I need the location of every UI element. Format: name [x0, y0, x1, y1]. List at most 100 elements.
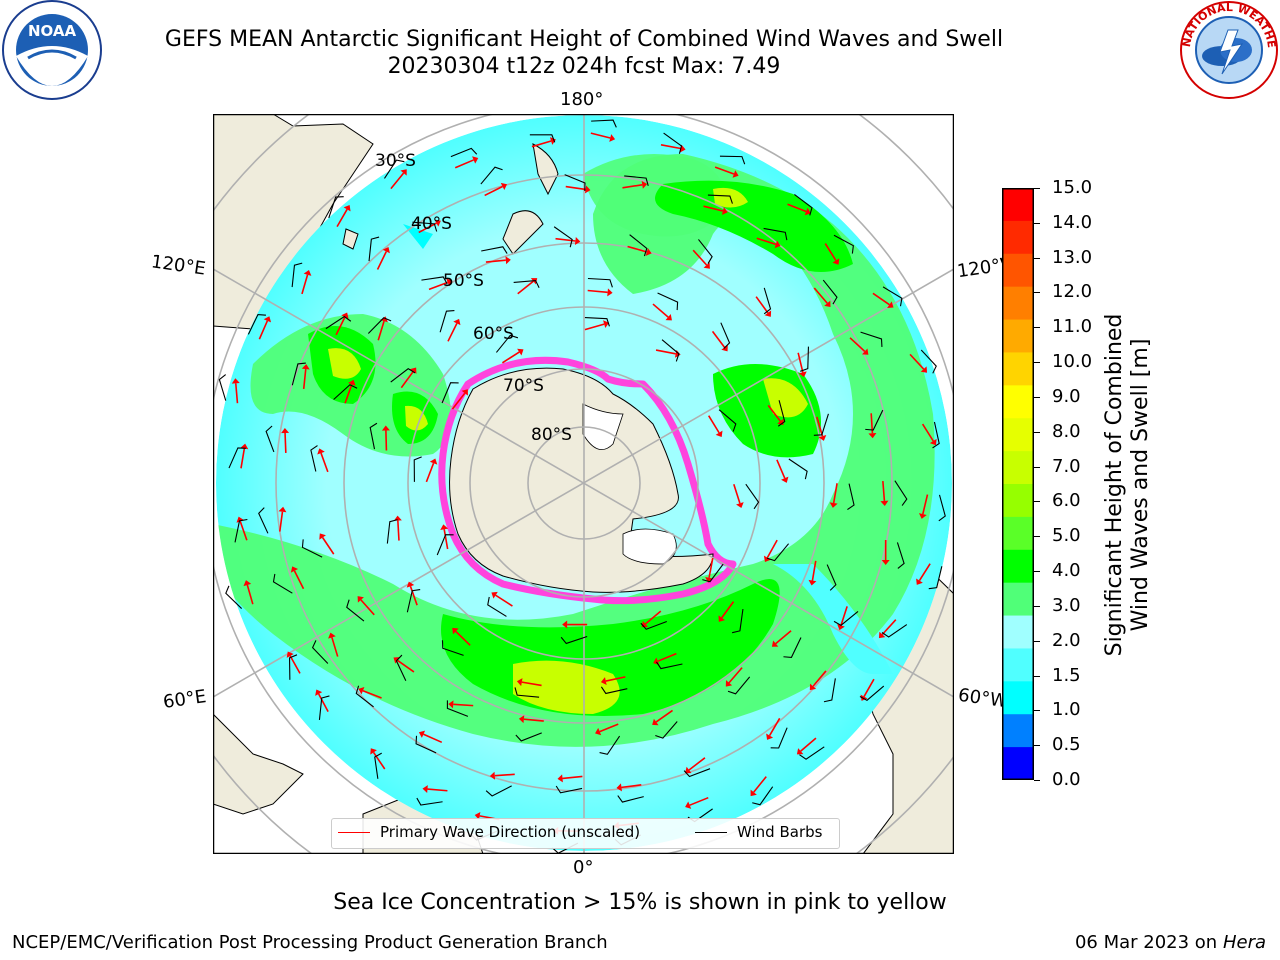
colorbar-tick-mark [1034, 501, 1040, 503]
wave-arrow-head [837, 624, 845, 631]
wave-arrow [812, 670, 827, 687]
wind-barb [481, 246, 508, 254]
wind-barb [328, 196, 344, 219]
wind-barb [584, 317, 610, 327]
wave-arrow-head [516, 678, 523, 687]
wind-barb [770, 727, 788, 749]
wave-arrow [317, 693, 329, 712]
wave-arrow-head [452, 627, 459, 635]
colorbar-tick-label: 7.0 [1052, 455, 1081, 477]
map-border [212, 113, 955, 855]
colorbar-cell [1002, 516, 1034, 551]
lat-label-70: 70°S [503, 376, 544, 396]
colorbar-cell [1002, 484, 1034, 518]
colorbar-cell [1002, 681, 1034, 715]
wave-arrow [688, 757, 706, 771]
nws-logo-icon: NATIONAL WEATHER SERVICE [1178, 0, 1278, 99]
wave-arrow [909, 353, 925, 370]
wave-arrow [775, 630, 792, 645]
wave-arrow [531, 140, 552, 148]
wave-arrow-head [381, 425, 390, 431]
wave-arrow-head [489, 771, 496, 780]
noaa-logo-icon: NOAA [2, 0, 102, 100]
wind-barb [265, 425, 275, 453]
wave-arrow [922, 494, 929, 515]
wave-arrow-head [422, 785, 428, 794]
wave-peak-east [763, 378, 808, 418]
wave-arrow [454, 159, 474, 169]
wind-barb [384, 159, 405, 179]
wind-barb [624, 175, 649, 186]
wave-arrow [360, 599, 375, 616]
wave-arrow [714, 166, 735, 175]
wind-barb [369, 422, 378, 450]
wave-arrow [397, 520, 400, 541]
wave-arrow [753, 776, 767, 793]
colorbar-tick-label: 6.0 [1052, 490, 1081, 512]
colorbar-tick-mark [1034, 466, 1040, 468]
wind-barb [826, 564, 837, 591]
wave-arrow [655, 709, 674, 723]
wave-arrow-head [461, 389, 468, 396]
ross-ice-shelf [582, 403, 624, 451]
wave-arrow [418, 222, 437, 234]
legend-wave-direction: Primary Wave Direction (unscaled) [338, 823, 640, 841]
colorbar-title: Significant Height of Combined Wind Wave… [1102, 314, 1154, 657]
lat-label-60: 60°S [473, 324, 514, 344]
sea-ice-note: Sea Ice Concentration > 15% is shown in … [333, 890, 947, 915]
wave-arrow [644, 610, 662, 625]
wave-arrow-head [920, 366, 928, 373]
wave-arrow [443, 529, 449, 550]
wave-arrow [703, 205, 724, 212]
legend-wind-barbs-label: Wind Barbs [737, 823, 823, 841]
wave-arrow-head [616, 783, 622, 792]
colorbar-tick-label: 8.0 [1052, 420, 1081, 442]
wave-arrow [320, 452, 329, 473]
wave-arrow [455, 630, 471, 646]
wave-arrow-head [829, 502, 838, 508]
colorbar-tick-label: 12.0 [1052, 281, 1093, 303]
wave-arrow [336, 208, 348, 228]
wave-arrow-head [348, 379, 356, 386]
wave-arrow [707, 415, 720, 434]
wind-barb [272, 573, 293, 594]
wave-arrow-head [798, 371, 807, 378]
map-legend: Primary Wave Direction (unscaled) Wind B… [331, 818, 840, 849]
wave-arrow-head [448, 700, 454, 709]
wave-arrow [321, 537, 335, 555]
wave-arrow-head [400, 169, 407, 176]
wave-arrow-head [263, 316, 272, 323]
wave-arrow-head [370, 748, 377, 755]
wave-arrow [721, 601, 735, 619]
wave-arrow-head [286, 651, 294, 658]
wave-arrow-head [290, 566, 299, 573]
africa-land [213, 713, 304, 815]
wave-arrow-head [584, 185, 591, 194]
wave-arrow-head [357, 596, 364, 603]
wave-arrow [453, 703, 474, 707]
wave-arrow-head [832, 258, 840, 265]
wave-arrow-head [721, 207, 728, 215]
wave-arrow [423, 733, 443, 744]
wave-arrow-head [881, 560, 890, 566]
antarctica-land [449, 367, 714, 593]
wind-barb [495, 334, 519, 353]
wave-arrow-head [715, 430, 723, 438]
wave-arrow [427, 788, 448, 792]
colorbar-tick-mark [1034, 745, 1040, 747]
wave-arrow [302, 369, 307, 390]
colorbar-tick-label: 0.0 [1052, 769, 1081, 790]
wave-arrow [824, 243, 837, 261]
colorbar-tick-mark [1034, 431, 1040, 433]
wind-barb [446, 700, 469, 717]
wave-arrow [787, 203, 807, 213]
wave-arrow-head [549, 137, 556, 145]
colorbar-tick-mark [1034, 222, 1040, 224]
wave-arrow-head [343, 205, 351, 212]
wind-barb [882, 286, 903, 307]
lat-label-50: 50°S [443, 271, 484, 291]
wave-arrow [657, 652, 677, 662]
wave-arrow [832, 483, 838, 504]
colorbar-cell [1002, 549, 1034, 584]
wave-arrow-head [278, 506, 287, 513]
